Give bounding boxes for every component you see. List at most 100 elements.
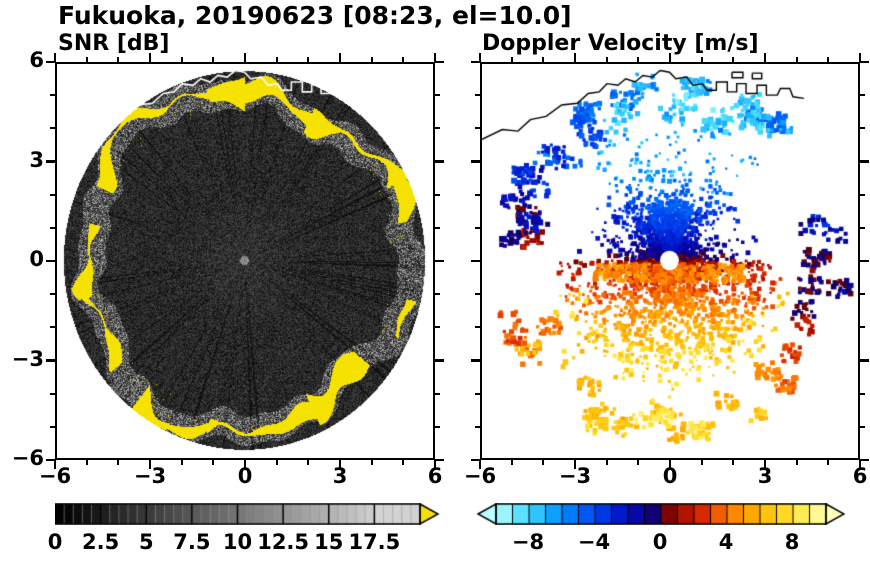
x-tick [700,460,703,465]
x-tick [542,57,545,62]
x-tick [605,460,608,465]
velocity-colorbar [477,503,845,525]
y-tick [435,293,440,296]
x-tick-label: 3 [757,464,773,488]
y-tick [50,127,55,130]
y-tick [860,259,869,263]
y-tick [475,293,480,296]
x-tick [243,53,247,62]
x-tick [858,53,862,62]
x-tick [370,460,373,465]
x-tick [542,460,545,465]
y-tick [50,193,55,196]
x-tick [433,460,437,469]
x-tick [637,57,640,62]
y-tick [475,94,480,97]
x-tick [433,53,437,62]
y-tick [435,425,440,428]
x-tick [732,460,735,465]
y-tick [435,193,440,196]
y-tick [475,425,480,428]
snr-colorbar-label: 15 [314,530,344,554]
snr-colorbar-label: 17.5 [348,530,401,554]
y-tick [860,458,869,462]
y-tick [435,359,444,362]
x-tick [212,460,215,465]
y-tick-label: −6 [11,446,44,470]
y-tick-label: 0 [29,247,44,271]
x-tick [180,460,183,465]
y-tick [46,259,55,263]
y-tick [435,94,440,97]
x-tick [85,460,88,465]
x-tick-label: 6 [852,464,868,488]
x-tick [275,460,278,465]
x-tick [402,57,405,62]
x-tick [117,460,120,465]
velocity-colorbar-label: 4 [718,530,734,554]
y-tick [435,259,444,263]
snr-colorbar-label: 0 [47,530,63,554]
x-tick [605,57,608,62]
x-tick-label: 3 [332,464,348,488]
snr-colorbar [55,503,440,525]
x-tick-label: −3 [558,464,592,488]
x-tick [763,53,767,62]
y-tick [860,60,869,64]
x-tick [573,460,577,469]
y-tick [475,226,480,229]
y-tick [860,226,865,229]
x-tick [827,57,830,62]
x-tick [637,460,640,465]
y-tick [860,392,865,395]
x-tick [85,57,88,62]
y-tick [50,392,55,395]
y-tick [860,425,865,428]
snr-colorbar-label: 2.5 [82,530,120,554]
y-tick [475,392,480,395]
y-tick [50,94,55,97]
velocity-colorbar-label: 8 [784,530,800,554]
x-tick [53,53,57,62]
x-tick [668,53,672,62]
x-tick [338,460,342,469]
x-tick [53,460,57,469]
velocity-colorbar-label: 0 [652,530,668,554]
x-tick [212,57,215,62]
x-tick-label: 6 [427,464,443,488]
x-tick [148,460,152,469]
snr-panel-title: SNR [dB] [58,31,170,56]
y-tick [860,359,869,362]
y-tick [50,326,55,329]
x-tick [370,57,373,62]
y-tick [435,60,444,64]
y-tick-label: 6 [29,48,44,72]
x-tick [148,53,152,62]
y-tick [860,127,865,130]
y-tick [860,160,869,163]
snr-plot-area [55,62,435,460]
x-tick [510,57,513,62]
y-tick [50,425,55,428]
x-tick [338,53,342,62]
y-tick [435,127,440,130]
x-tick-label: −6 [38,464,72,488]
y-tick [46,160,55,163]
x-tick [180,57,183,62]
y-tick [860,193,865,196]
x-tick-label: −3 [133,464,167,488]
x-tick [732,57,735,62]
x-tick [307,57,310,62]
x-tick [275,57,278,62]
x-tick-label: 0 [237,464,253,488]
y-tick [435,458,444,462]
x-tick [795,460,798,465]
x-tick [668,460,672,469]
y-tick [50,293,55,296]
y-tick [435,226,440,229]
y-tick [435,160,444,163]
y-tick [46,458,55,462]
y-tick [860,293,865,296]
x-tick [795,57,798,62]
figure-title: Fukuoka, 20190623 [08:23, el=10.0] [58,1,572,30]
